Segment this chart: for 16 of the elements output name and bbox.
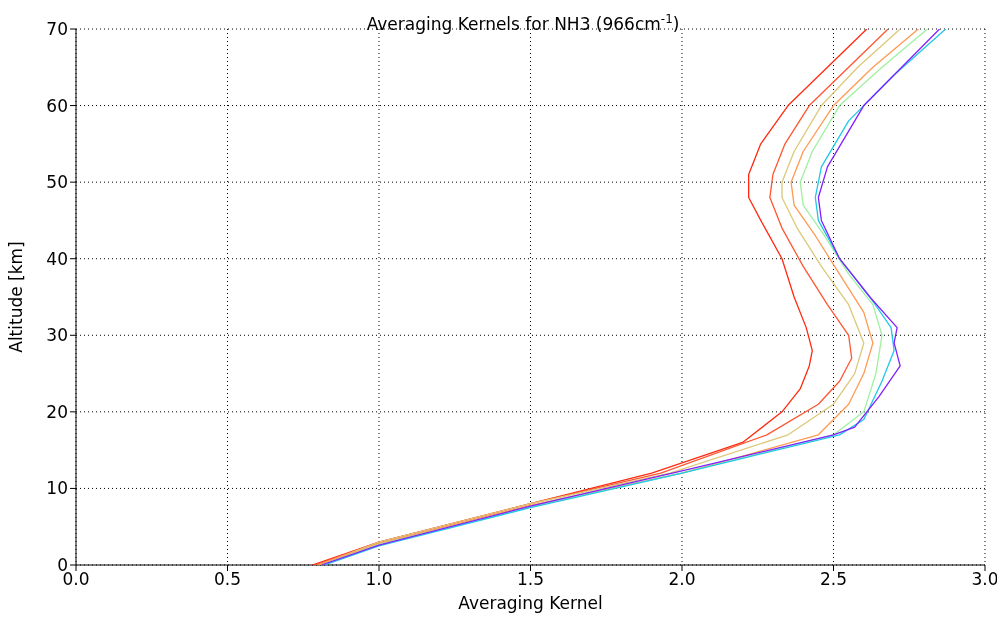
y-tick-label: 40 bbox=[46, 248, 68, 269]
y-tick-label: 20 bbox=[46, 401, 68, 422]
y-tick-label: 30 bbox=[46, 325, 68, 346]
y-axis-title: Altitude [km] bbox=[6, 241, 27, 353]
x-tick-label: 3.0 bbox=[971, 569, 999, 590]
y-tick-label: 10 bbox=[46, 478, 68, 499]
x-tick-label: 1.5 bbox=[516, 569, 545, 590]
x-tick-label: 2.5 bbox=[819, 569, 848, 590]
x-tick-label: 1.0 bbox=[365, 569, 393, 590]
x-tick-label: 2.0 bbox=[668, 569, 696, 590]
y-tick-label: 70 bbox=[46, 19, 68, 40]
x-tick-label: 0.5 bbox=[213, 569, 242, 590]
y-tick-label: 60 bbox=[46, 95, 68, 116]
chart-title: Averaging Kernels for NH3 (966cm$^{-1}$) bbox=[366, 12, 680, 34]
y-tick-label: 50 bbox=[46, 172, 68, 193]
x-axis-title: Averaging Kernel bbox=[458, 593, 603, 613]
